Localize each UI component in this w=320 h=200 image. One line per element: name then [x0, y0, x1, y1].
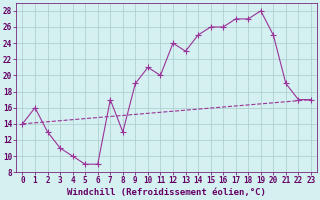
X-axis label: Windchill (Refroidissement éolien,°C): Windchill (Refroidissement éolien,°C) — [67, 188, 266, 197]
